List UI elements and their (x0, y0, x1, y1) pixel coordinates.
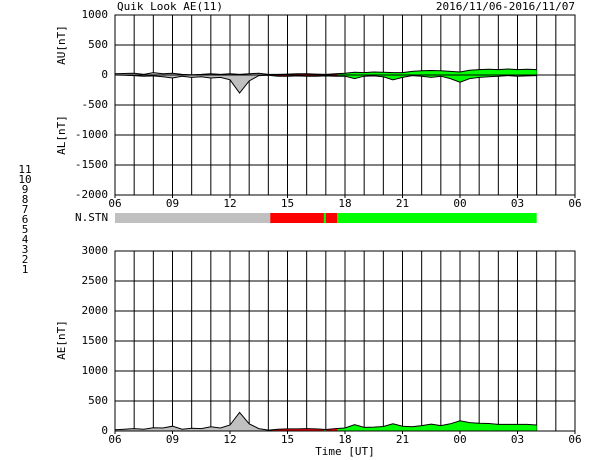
area (115, 412, 537, 431)
x-tick-label: 00 (453, 197, 466, 210)
y-tick-label: 1000 (82, 364, 109, 377)
station-legend: 5 (22, 223, 29, 236)
x-tick-label: 18 (338, 433, 351, 446)
x-tick-label: 15 (281, 197, 294, 210)
x-tick-label: 00 (453, 433, 466, 446)
x-tick-label: 21 (396, 197, 409, 210)
y-tick-label: -500 (82, 98, 109, 111)
x-tick-label: 03 (511, 197, 524, 210)
station-segment (115, 213, 271, 223)
station-segment (323, 213, 326, 223)
y-tick-label: -1000 (75, 128, 108, 141)
y-tick-label: 1000 (82, 8, 109, 21)
station-segment (337, 213, 537, 223)
x-tick-label: 09 (166, 197, 179, 210)
x-tick-label: 06 (568, 433, 581, 446)
station-legend: 6 (22, 213, 29, 226)
station-legend: 3 (22, 243, 29, 256)
x-axis-label: Time [UT] (315, 445, 375, 458)
station-legend: 7 (22, 203, 29, 216)
x-tick-label: 12 (223, 197, 236, 210)
stations-label: N.STN (75, 211, 108, 224)
x-tick-label: 15 (281, 433, 294, 446)
station-segment (270, 213, 324, 223)
x-tick-label: 06 (108, 433, 121, 446)
x-tick-label: 03 (511, 433, 524, 446)
station-legend: 8 (22, 193, 29, 206)
y-tick-label: 3000 (82, 244, 109, 257)
station-legend: 9 (22, 183, 29, 196)
x-tick-label: 21 (396, 433, 409, 446)
y-tick-label: 500 (88, 394, 108, 407)
station-legend: 2 (22, 253, 29, 266)
station-segment (325, 213, 338, 223)
y-tick-label: 2000 (82, 304, 109, 317)
station-legend: 4 (22, 233, 29, 246)
y-tick-label: 1500 (82, 334, 109, 347)
x-tick-label: 18 (338, 197, 351, 210)
y-tick-label: 0 (101, 424, 108, 437)
x-tick-label: 06 (108, 197, 121, 210)
y-axis-label: AE[nT] (55, 320, 68, 360)
plot-frame (114, 14, 576, 196)
x-tick-label: 09 (166, 433, 179, 446)
station-legend: 1 (22, 263, 29, 276)
date-range: 2016/11/06-2016/11/07 (436, 0, 575, 13)
station-legend: 11 (18, 163, 31, 176)
y-tick-label: -2000 (75, 188, 108, 201)
data-line (114, 74, 537, 94)
y-tick-label: 0 (101, 68, 108, 81)
y-tick-label: -1500 (75, 158, 108, 171)
title: Quik Look AE(11) (117, 0, 223, 13)
x-tick-label: 12 (223, 433, 236, 446)
y-axis-label: AU[nT] (55, 25, 68, 65)
x-tick-label: 06 (568, 197, 581, 210)
y-axis-label: AL[nT] (55, 115, 68, 155)
station-legend: 10 (18, 173, 31, 186)
y-tick-label: 2500 (82, 274, 109, 287)
y-tick-label: 500 (88, 38, 108, 51)
plot-frame (114, 250, 576, 432)
data-line (114, 411, 537, 431)
